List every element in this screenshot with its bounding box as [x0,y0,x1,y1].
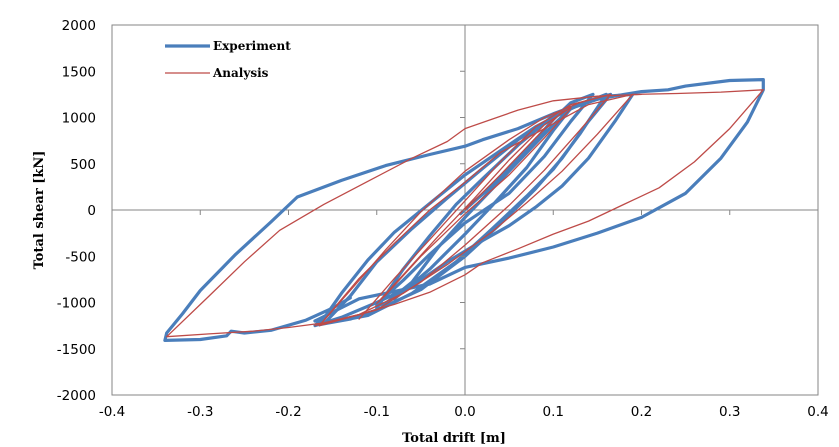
legend-label-experiment: Experiment [213,39,291,53]
series-line-analysis-loop-1 [376,106,572,305]
series-line-experiment-loop-4 [163,77,765,342]
y-tick-label: -1000 [57,296,96,312]
y-tick-label: 1000 [62,111,96,127]
x-tick-label: 0.2 [631,404,652,420]
y-axis-title: Total shear [kN] [32,151,47,270]
y-tick-label: 500 [70,157,96,173]
x-tick-label: -0.4 [99,404,125,420]
y-tick-label: -2000 [57,388,96,404]
legend-label-analysis: Analysis [212,66,269,80]
series-line-analysis-loop-4 [166,89,764,338]
x-tick-label: 0.0 [454,404,475,420]
x-tick-label: -0.1 [364,404,390,420]
y-tick-label: -1500 [57,342,96,358]
y-tick-label: 2000 [62,18,96,34]
series-line-analysis-loop-2 [318,93,612,327]
x-tick-label: 0.1 [543,404,564,420]
y-tick-label: 1500 [62,64,96,80]
x-tick-label: -0.2 [275,404,301,420]
legend: Experiment Analysis [165,39,291,80]
y-tick-label: 0 [87,203,96,219]
x-tick-label: -0.3 [187,404,213,420]
y-tick-label: -500 [65,249,96,265]
x-tick-label: 0.4 [807,404,828,420]
x-axis-title: Total drift [m] [402,431,506,446]
series-analysis [166,89,764,338]
x-tick-label: 0.3 [719,404,740,420]
